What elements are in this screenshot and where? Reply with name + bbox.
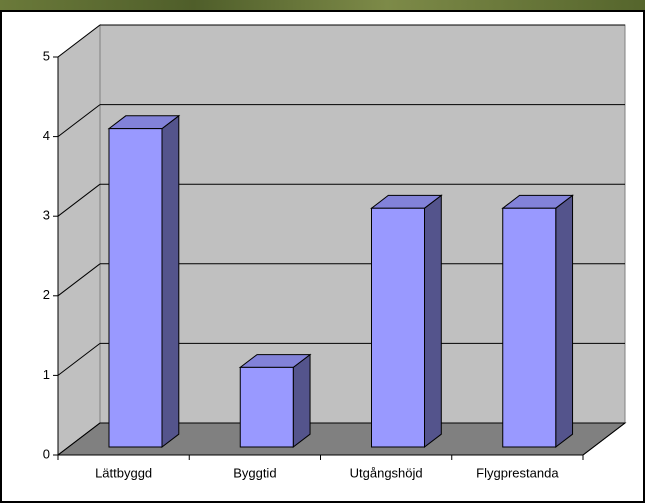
y-tick-label: 0 xyxy=(43,446,50,461)
y-tick-label: 2 xyxy=(43,287,50,302)
side-wall xyxy=(57,23,101,457)
side-grid-line xyxy=(57,24,101,58)
bar xyxy=(371,207,425,448)
side-grid-line xyxy=(57,263,101,297)
y-tick-label: 1 xyxy=(43,367,50,382)
x-tick-label: Lättbyggd xyxy=(95,465,152,480)
plot-area: 0 1 2 3 4 5 Lättbyggd Byggtid Utgångshöjd Flygpre… xyxy=(43,23,627,480)
bar xyxy=(108,128,163,448)
bar-side xyxy=(292,353,311,449)
bar-side xyxy=(555,194,574,449)
bar xyxy=(239,366,294,448)
floor-edge xyxy=(582,422,626,456)
bar xyxy=(502,207,557,448)
side-grid-line xyxy=(57,104,101,137)
side-grid-line xyxy=(57,183,101,217)
x-tick-label: Flygprestanda xyxy=(476,465,559,480)
y-tick-label: 5 xyxy=(43,48,50,63)
side-grid-line xyxy=(57,343,101,376)
y-tick-label: 4 xyxy=(43,128,50,143)
y-tick-label: 3 xyxy=(43,208,50,223)
bar-side xyxy=(161,114,180,449)
bar-side xyxy=(424,194,442,449)
photo-strip xyxy=(0,0,645,12)
x-tick-label: Byggtid xyxy=(233,465,276,480)
x-tick-label: Utgångshöjd xyxy=(350,465,423,480)
side-grid-line xyxy=(57,422,101,456)
